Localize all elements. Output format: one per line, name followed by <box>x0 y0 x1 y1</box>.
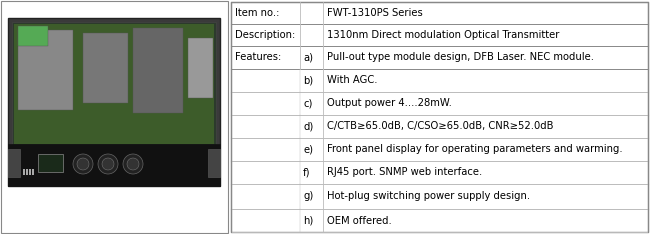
Text: With AGC.: With AGC. <box>327 75 378 85</box>
Bar <box>18 26 48 46</box>
Text: Front panel display for operating parameters and warming.: Front panel display for operating parame… <box>327 144 623 154</box>
Bar <box>32 169 34 175</box>
Bar <box>231 161 648 184</box>
Circle shape <box>123 154 143 174</box>
Text: RJ45 port. SNMP web interface.: RJ45 port. SNMP web interface. <box>327 167 482 177</box>
Text: e): e) <box>303 144 313 154</box>
Bar <box>8 149 20 177</box>
Bar <box>1 1 228 233</box>
Bar <box>231 2 648 232</box>
Text: Features:: Features: <box>235 52 281 62</box>
Text: Description:: Description: <box>235 30 295 40</box>
Bar <box>231 92 648 115</box>
Text: FWT-1310PS Series: FWT-1310PS Series <box>327 8 422 18</box>
Bar <box>231 209 648 232</box>
Bar <box>231 138 648 161</box>
Text: Hot-plug switching power supply design.: Hot-plug switching power supply design. <box>327 191 530 201</box>
Bar <box>14 24 214 144</box>
Text: f): f) <box>303 167 311 177</box>
Bar <box>133 28 183 113</box>
Bar <box>231 69 648 92</box>
Bar <box>231 115 648 138</box>
Text: Output power 4....28mW.: Output power 4....28mW. <box>327 98 452 108</box>
Bar <box>231 184 648 209</box>
Bar <box>208 149 220 177</box>
Bar <box>18 30 73 110</box>
Text: g): g) <box>303 191 313 201</box>
Text: Item no.:: Item no.: <box>235 8 280 18</box>
Bar <box>8 18 220 186</box>
Bar <box>188 38 213 98</box>
Circle shape <box>102 158 114 170</box>
Bar <box>231 46 648 69</box>
Text: 1310nm Direct modulation Optical Transmitter: 1310nm Direct modulation Optical Transmi… <box>327 30 560 40</box>
Bar <box>231 24 648 46</box>
Bar <box>26 169 28 175</box>
Text: C/CTB≥65.0dB, C/CSO≥65.0dB, CNR≥52.0dB: C/CTB≥65.0dB, C/CSO≥65.0dB, CNR≥52.0dB <box>327 121 554 131</box>
Bar <box>83 33 128 103</box>
Text: Pull-out type module design, DFB Laser. NEC module.: Pull-out type module design, DFB Laser. … <box>327 52 594 62</box>
Circle shape <box>77 158 89 170</box>
Text: h): h) <box>303 216 313 226</box>
Bar <box>0 0 228 234</box>
Text: c): c) <box>303 98 313 108</box>
Circle shape <box>98 154 118 174</box>
Bar <box>12 22 216 145</box>
Bar <box>38 154 63 172</box>
Text: a): a) <box>303 52 313 62</box>
Bar <box>231 2 648 24</box>
Bar <box>8 144 220 186</box>
Circle shape <box>73 154 93 174</box>
Text: d): d) <box>303 121 313 131</box>
Circle shape <box>127 158 139 170</box>
Text: OEM offered.: OEM offered. <box>327 216 392 226</box>
Bar <box>23 169 25 175</box>
Bar <box>29 169 31 175</box>
Text: b): b) <box>303 75 313 85</box>
